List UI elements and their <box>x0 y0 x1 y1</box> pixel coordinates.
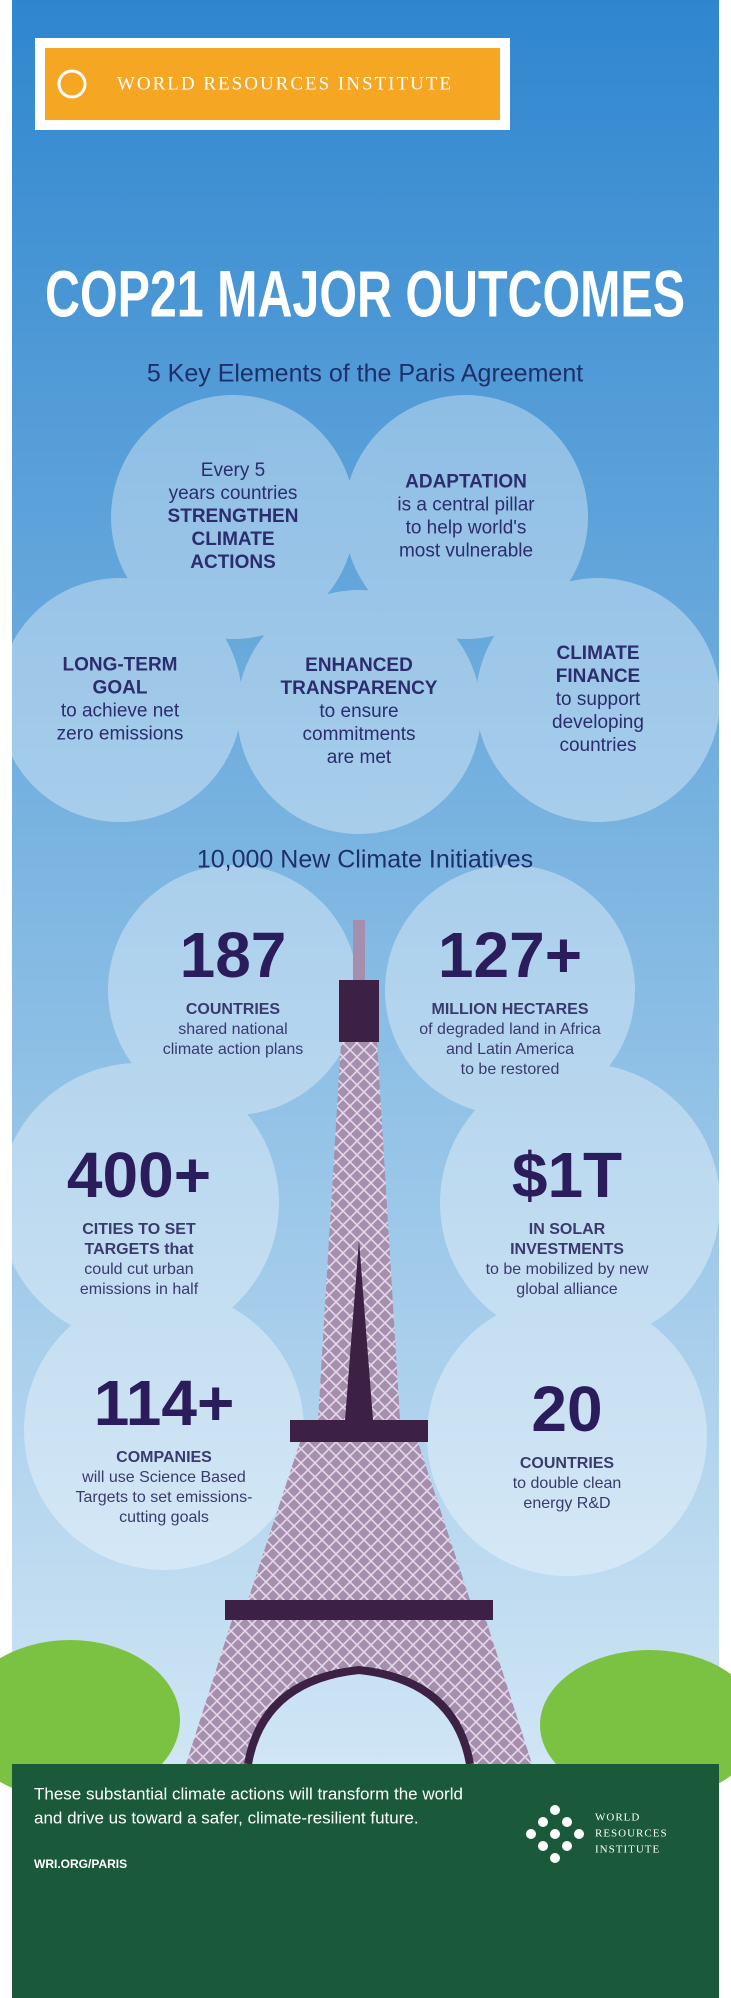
stat-line: shared national <box>178 1021 287 1038</box>
stat-line: MILLION HECTARES <box>431 1001 588 1018</box>
stat-line: COUNTRIES <box>186 1001 281 1018</box>
stat-number: $1T <box>512 1139 622 1211</box>
element-line: CLIMATE <box>191 529 274 550</box>
element-line: developing <box>552 712 644 733</box>
infographic: WORLD RESOURCES INSTITUTE COP21 MAJOR OU… <box>0 0 731 1998</box>
stat-line: to be restored <box>461 1061 560 1078</box>
stat-line: will use Science Based <box>81 1469 246 1486</box>
element-line: to help world's <box>406 518 527 539</box>
element-line: ENHANCED <box>305 655 413 676</box>
element-line: zero emissions <box>57 724 184 745</box>
element-line: to ensure <box>319 701 398 722</box>
stat-number: 20 <box>531 1373 602 1445</box>
footer-text: and drive us toward a safer, climate-res… <box>34 1808 419 1827</box>
element-line: countries <box>559 735 636 756</box>
footer-logo-text: WORLD <box>595 1812 640 1824</box>
logo-text: WORLD RESOURCES INSTITUTE <box>117 73 453 94</box>
stat-line: and Latin America <box>446 1041 574 1058</box>
element-line: STRENGTHEN <box>168 506 299 527</box>
element-line: ACTIONS <box>190 552 276 573</box>
stat-line: to double clean <box>513 1475 622 1492</box>
element-line: FINANCE <box>556 666 640 687</box>
stat-line: COUNTRIES <box>520 1455 615 1472</box>
stat-line: climate action plans <box>163 1041 304 1058</box>
element-line: years countries <box>169 483 298 504</box>
element-line: are met <box>327 747 392 768</box>
stat-number: 400+ <box>67 1139 211 1211</box>
stat-line: IN SOLAR <box>529 1221 606 1238</box>
stat-line: of degraded land in Africa <box>419 1021 601 1038</box>
element-line: TRANSPARENCY <box>281 678 438 699</box>
stat-line: Targets to set emissions- <box>76 1489 253 1506</box>
element-line: ADAPTATION <box>405 472 527 493</box>
subtitle: 5 Key Elements of the Paris Agreement <box>147 360 583 388</box>
footer-logo-text: RESOURCES <box>595 1828 668 1840</box>
stat-line: could cut urban <box>84 1261 193 1278</box>
element-line: commitments <box>303 724 416 745</box>
footer-text: These substantial climate actions will t… <box>34 1784 463 1803</box>
initiatives-heading: 10,000 New Climate Initiatives <box>197 846 533 874</box>
footer-url: WRI.ORG/PARIS <box>34 1857 127 1871</box>
element-line: most vulnerable <box>399 541 533 562</box>
stat-line: TARGETS that <box>84 1241 194 1258</box>
element-line: to achieve net <box>61 701 180 722</box>
element-line: Every 5 <box>201 460 265 481</box>
stat-line: energy R&D <box>523 1495 610 1512</box>
stat-number: 187 <box>180 919 287 991</box>
stat-line: CITIES TO SET <box>82 1221 196 1238</box>
stat-line: cutting goals <box>119 1509 209 1526</box>
element-line: CLIMATE <box>556 643 639 664</box>
stat-line: COMPANIES <box>116 1449 212 1466</box>
stat-line: emissions in half <box>80 1281 199 1298</box>
stat-number: 114+ <box>94 1367 235 1439</box>
stat-line: global alliance <box>516 1281 618 1298</box>
stat-line: to be mobilized by new <box>486 1261 649 1278</box>
element-line: GOAL <box>93 678 148 699</box>
title: COP21 MAJOR OUTCOMES <box>45 256 685 330</box>
element-line: is a central pillar <box>397 495 535 516</box>
stat-number: 127+ <box>438 919 582 991</box>
element-line: to support <box>556 689 641 710</box>
element-line: LONG-TERM <box>62 655 177 676</box>
footer-logo-text: INSTITUTE <box>595 1844 660 1856</box>
stat-line: INVESTMENTS <box>510 1241 624 1258</box>
